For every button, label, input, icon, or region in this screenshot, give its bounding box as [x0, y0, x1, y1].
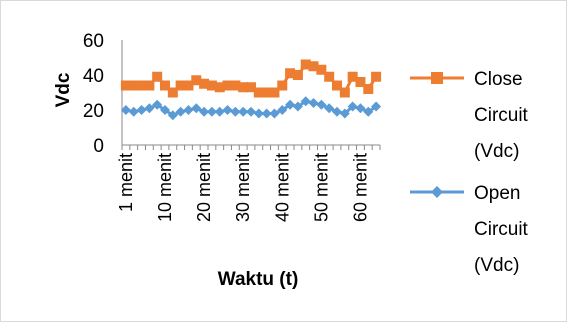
data-point: [214, 106, 225, 117]
data-point: [347, 71, 358, 82]
y-tick-label: 40: [83, 66, 104, 87]
data-point: [363, 84, 374, 94]
data-point: [191, 103, 202, 114]
x-tick-label: 40 menit: [272, 153, 292, 222]
data-point: [269, 108, 280, 119]
legend-marker-1: [431, 186, 443, 198]
y-axis-title: Vdc: [53, 72, 74, 107]
legend-label: (Vdc): [474, 141, 519, 162]
data-point: [136, 80, 147, 91]
data-point: [339, 108, 350, 119]
data-point: [371, 101, 382, 112]
legend-label: Close: [474, 69, 523, 90]
data-point: [183, 105, 194, 115]
legend-label: Circuit: [474, 219, 529, 240]
data-point: [230, 106, 241, 117]
x-tick-label: 30 menit: [233, 153, 253, 222]
data-point: [308, 98, 319, 108]
x-tick-label: 60 menit: [350, 153, 370, 222]
data-point: [206, 106, 217, 117]
data-point: [246, 82, 256, 93]
data-point: [222, 80, 233, 91]
data-point: [347, 101, 358, 112]
plot-area: 0 20 40 60 1 menit 10 menit 20 menit 30 menit 40…: [83, 31, 382, 222]
data-point: [238, 82, 249, 93]
data-point: [300, 96, 311, 107]
data-point: [316, 64, 327, 75]
data-point: [316, 99, 327, 110]
data-point: [371, 71, 382, 82]
data-point: [238, 106, 249, 117]
legend-label: (Vdc): [474, 255, 519, 276]
data-point: [355, 103, 366, 114]
data-point: [230, 80, 241, 91]
data-point: [191, 75, 202, 86]
legend-label: Open: [474, 183, 520, 204]
y-tick-label: 0: [93, 136, 104, 157]
data-point: [120, 80, 131, 91]
x-axis-title: Waktu (t): [218, 269, 299, 290]
data-point: [285, 68, 296, 79]
data-point: [167, 110, 178, 121]
data-point: [285, 99, 296, 110]
data-point: [332, 80, 342, 91]
data-point: [214, 82, 225, 93]
data-point: [175, 80, 186, 91]
data-point: [292, 101, 303, 112]
data-point: [136, 105, 147, 115]
data-point: [253, 87, 264, 98]
data-point: [363, 106, 374, 117]
legend-label: Circuit: [474, 105, 529, 126]
data-point: [355, 77, 366, 87]
x-tick-label: 10 menit: [155, 153, 175, 222]
data-point: [160, 105, 170, 115]
data-point: [206, 80, 217, 91]
data-point: [269, 87, 280, 98]
data-point: [261, 87, 272, 98]
data-point: [144, 103, 155, 114]
data-point: [308, 61, 319, 72]
data-point: [277, 105, 288, 115]
data-point: [246, 106, 256, 117]
data-point: [324, 103, 335, 114]
data-point: [339, 87, 350, 98]
y-tick-label: 60: [83, 31, 104, 52]
data-point: [175, 106, 186, 117]
data-point: [253, 108, 264, 119]
data-point: [324, 71, 335, 82]
data-point: [183, 80, 194, 91]
data-point: [160, 80, 170, 91]
data-point: [120, 105, 131, 115]
data-point: [300, 59, 311, 70]
data-point: [332, 106, 342, 117]
data-point: [199, 78, 210, 89]
x-tick-label: 1 menit: [116, 153, 136, 212]
x-tick-label: 50 menit: [311, 153, 331, 222]
legend-marker-0: [431, 72, 443, 84]
data-point: [152, 71, 163, 82]
data-point: [144, 80, 155, 91]
y-tick-label: 20: [83, 101, 104, 122]
data-point: [128, 106, 139, 117]
data-point: [292, 70, 303, 80]
data-point: [261, 108, 272, 119]
data-point: [277, 80, 288, 91]
data-point: [167, 87, 178, 98]
x-tick-label: 20 menit: [194, 153, 214, 222]
data-point: [222, 105, 233, 115]
data-point: [199, 106, 210, 117]
data-point: [128, 80, 139, 91]
data-point: [152, 99, 163, 110]
legend: Close Circuit (Vdc) Open Circuit (Vdc): [410, 69, 529, 276]
